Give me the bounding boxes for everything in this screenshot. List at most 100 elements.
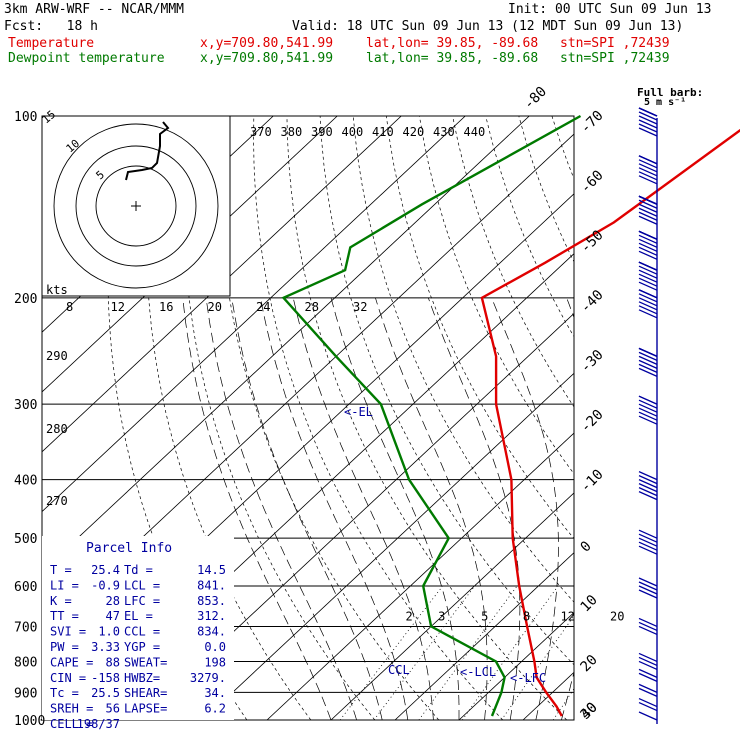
wind-barb [638,541,658,551]
wind-barb [638,589,658,599]
parcel-info-key: SWEAT= [124,655,167,669]
theta-label: 280 [46,422,68,436]
isotherm [330,492,574,720]
temperature-legend: Temperature [8,36,95,51]
dry-adiabat [485,116,574,338]
mixing-ratio-label: 8 [523,609,530,623]
forecast-hour: Fcst: 18 h [4,19,98,34]
pressure-label: 400 [14,474,37,489]
parcel-info-key: T = [50,563,72,577]
wind-barb [638,672,658,682]
parcel-info-value: 834. [197,625,226,639]
wind-barb [638,281,658,291]
parcel-info-value: 853. [197,594,226,608]
plot-frame [41,115,575,721]
parcel-info-key: EL = [124,609,153,623]
dry-adiabat [352,116,574,603]
hodograph-axis-label: 16 [159,300,173,314]
theta-e-label: 440 [464,125,486,139]
mixing-ratio-label: 3 [438,609,445,623]
parcel-info-key: LI = [50,578,79,592]
mixing-ratio-label: 2 [405,609,412,623]
wind-barb [638,347,658,357]
hodograph-axis-label: 20 [208,300,222,314]
dewpoint-legend: Dewpoint temperature [8,51,165,66]
moist-adiabat [292,297,434,720]
dry-adiabat [419,116,574,475]
wind-barb [638,309,658,319]
wind-barb [638,701,658,712]
wind-barb [638,289,658,299]
parcel-info-value: 56 [106,702,120,716]
isotherm [42,116,402,453]
dry-adiabat [183,116,376,720]
parcel-info-key: SHEAR= [124,686,167,700]
hodograph-axis-label: 12 [111,300,125,314]
hodograph-trace [125,121,170,181]
dry-adiabat [585,116,740,720]
pressure-label: 1000 [14,714,45,729]
dry-adiabat [718,116,740,720]
wind-barb [638,529,658,539]
dry-adiabat [684,116,740,720]
wind-barb [638,683,658,693]
theta-label: 270 [46,494,68,508]
wind-barb [638,537,658,547]
wind-barb [638,246,658,256]
hodograph-axis-label: 28 [305,300,319,314]
wind-barb [638,261,658,271]
wind-barb [638,234,658,244]
wind-barb [638,273,658,283]
wind-barb [638,159,658,169]
parcel-info-value: 312. [197,609,226,623]
wind-barb [638,203,658,213]
parcel-info-bg [42,536,234,720]
ccl-marker: CCL [388,663,410,677]
wind-barb [638,652,658,663]
wind-barb [638,211,658,221]
wind-barb [638,250,658,260]
isotherm [394,552,574,720]
wind-barb [638,395,658,405]
parcel-info-key: PW = [50,640,79,654]
wind-barb [638,533,658,543]
parcel-info-key: TT = [50,609,79,623]
moist-adiabat [260,297,409,720]
isotherm-label: 20 [578,652,601,675]
pressure-label: 700 [14,620,37,635]
wind-barb [638,399,658,409]
dewpoint-station: stn=SPI ,72439 [560,51,670,66]
temperature-latlon: lat,lon= 39.85, -89.68 [366,36,539,51]
pressure-label: 500 [14,532,37,547]
lfc-marker: <-LFC [510,671,546,685]
moist-adiabat [561,297,574,720]
wind-barb [638,687,658,697]
parcel-info-title: Parcel Info [86,541,172,556]
parcel-info-value: 1.0 [98,625,120,639]
hodograph-axis-label: 8 [66,300,73,314]
mixing-ratio-line [418,585,518,720]
wind-barb [638,351,658,361]
theta-e-label: 410 [372,125,394,139]
isotherm-label: -40 [578,287,607,316]
parcel-info-key: CELL = [50,717,93,731]
parcel-info-key: Tc = [50,686,79,700]
wind-barb [638,301,658,311]
moist-adiabat [231,297,383,720]
wind-barb [638,199,658,209]
theta-e-label: 430 [433,125,455,139]
isotherm-label: -10 [578,467,607,496]
parcel-info-key: CIN = [50,671,86,685]
wind-barb [638,411,658,421]
parcel-info-value: -158 [91,671,120,685]
moist-adiabat [613,298,727,720]
moist-adiabat [491,297,559,720]
dry-adiabat [218,116,440,720]
isotherm-label: -80 [521,84,550,113]
wind-barb [638,238,658,248]
wind-barb [638,577,658,587]
hodograph-axis-label: 24 [256,300,270,314]
lcl-marker: <-LCL [460,665,496,679]
wind-barb [638,167,658,177]
